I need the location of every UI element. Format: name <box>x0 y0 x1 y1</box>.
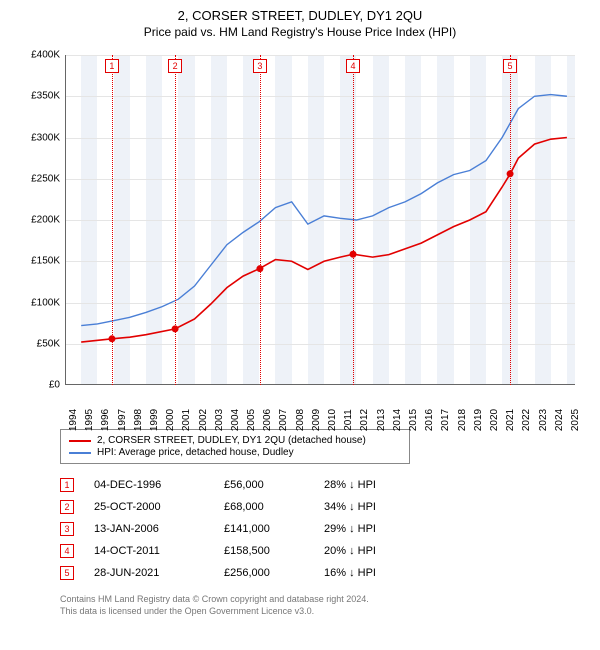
y-axis-label: £50K <box>20 338 60 349</box>
sale-marker-line <box>353 55 354 385</box>
sale-row: 1 04-DEC-1996 £56,000 28% ↓ HPI <box>60 474 590 496</box>
x-axis-label: 2002 <box>198 409 209 431</box>
x-axis-label: 2006 <box>262 409 273 431</box>
legend-item: 2, CORSER STREET, DUDLEY, DY1 2QU (detac… <box>69 435 401 446</box>
x-axis-label: 2003 <box>214 409 225 431</box>
legend-item: HPI: Average price, detached house, Dudl… <box>69 447 401 458</box>
sale-row: 3 13-JAN-2006 £141,000 29% ↓ HPI <box>60 518 590 540</box>
sale-diff: 28% ↓ HPI <box>324 479 404 491</box>
sale-number-box: 4 <box>60 544 74 558</box>
legend-label: 2, CORSER STREET, DUDLEY, DY1 2QU (detac… <box>97 435 366 446</box>
x-axis-label: 2015 <box>408 409 419 431</box>
sale-date: 25-OCT-2000 <box>94 501 204 513</box>
sale-marker-box: 2 <box>168 59 182 73</box>
x-axis-label: 2005 <box>246 409 257 431</box>
x-axis-label: 2019 <box>473 409 484 431</box>
sale-marker-line <box>175 55 176 385</box>
sale-diff: 16% ↓ HPI <box>324 567 404 579</box>
chart-subtitle: Price paid vs. HM Land Registry's House … <box>10 25 590 39</box>
x-axis-label: 2021 <box>505 409 516 431</box>
y-axis-label: £300K <box>20 132 60 143</box>
sale-marker-line <box>510 55 511 385</box>
x-axis-label: 2024 <box>554 409 565 431</box>
sale-diff: 34% ↓ HPI <box>324 501 404 513</box>
sale-price: £158,500 <box>224 545 304 557</box>
sale-row: 2 25-OCT-2000 £68,000 34% ↓ HPI <box>60 496 590 518</box>
sale-marker-line <box>260 55 261 385</box>
sale-marker-box: 4 <box>346 59 360 73</box>
x-axis-label: 2013 <box>376 409 387 431</box>
chart-lines <box>65 55 575 385</box>
x-axis-label: 2010 <box>327 409 338 431</box>
x-axis-label: 2017 <box>440 409 451 431</box>
x-axis-label: 2022 <box>521 409 532 431</box>
sale-date: 04-DEC-1996 <box>94 479 204 491</box>
x-axis-label: 1997 <box>117 409 128 431</box>
sale-marker-box: 3 <box>253 59 267 73</box>
sale-price: £68,000 <box>224 501 304 513</box>
sale-number-box: 3 <box>60 522 74 536</box>
legend-swatch <box>69 440 91 442</box>
series-hpi <box>81 95 567 326</box>
x-axis-label: 2020 <box>489 409 500 431</box>
x-axis-label: 2008 <box>295 409 306 431</box>
chart-title: 2, CORSER STREET, DUDLEY, DY1 2QU <box>10 8 590 23</box>
sale-number-box: 5 <box>60 566 74 580</box>
x-axis-label: 2000 <box>165 409 176 431</box>
x-axis-label: 2023 <box>538 409 549 431</box>
page-container: 2, CORSER STREET, DUDLEY, DY1 2QU Price … <box>0 0 600 650</box>
x-axis-label: 2004 <box>230 409 241 431</box>
sale-date: 13-JAN-2006 <box>94 523 204 535</box>
x-axis-label: 2009 <box>311 409 322 431</box>
sale-row: 4 14-OCT-2011 £158,500 20% ↓ HPI <box>60 540 590 562</box>
footnote: Contains HM Land Registry data © Crown c… <box>60 594 590 617</box>
sale-price: £256,000 <box>224 567 304 579</box>
sale-diff: 29% ↓ HPI <box>324 523 404 535</box>
legend-label: HPI: Average price, detached house, Dudl… <box>97 447 294 458</box>
legend-swatch <box>69 452 91 454</box>
x-axis-label: 1994 <box>68 409 79 431</box>
sale-price: £141,000 <box>224 523 304 535</box>
x-axis-label: 2014 <box>392 409 403 431</box>
x-axis-label: 1996 <box>100 409 111 431</box>
x-axis-label: 2016 <box>424 409 435 431</box>
sale-diff: 20% ↓ HPI <box>324 545 404 557</box>
y-axis-label: £400K <box>20 50 60 61</box>
x-axis-label: 2007 <box>278 409 289 431</box>
x-axis-label: 2011 <box>343 409 354 431</box>
y-axis-label: £200K <box>20 215 60 226</box>
sale-marker-line <box>112 55 113 385</box>
sale-date: 14-OCT-2011 <box>94 545 204 557</box>
sale-number-box: 2 <box>60 500 74 514</box>
sale-date: 28-JUN-2021 <box>94 567 204 579</box>
chart-area: £0£50K£100K£150K£200K£250K£300K£350K£400… <box>25 45 580 425</box>
y-axis-label: £250K <box>20 173 60 184</box>
y-axis-label: £150K <box>20 256 60 267</box>
x-axis-label: 1995 <box>84 409 95 431</box>
x-axis-label: 2018 <box>457 409 468 431</box>
x-axis-label: 2001 <box>181 409 192 431</box>
y-axis-label: £100K <box>20 297 60 308</box>
footnote-line1: Contains HM Land Registry data © Crown c… <box>60 594 590 606</box>
x-axis-label: 2012 <box>359 409 370 431</box>
legend-box: 2, CORSER STREET, DUDLEY, DY1 2QU (detac… <box>60 429 410 464</box>
y-axis-label: £350K <box>20 91 60 102</box>
sale-price: £56,000 <box>224 479 304 491</box>
x-axis-label: 1999 <box>149 409 160 431</box>
sale-row: 5 28-JUN-2021 £256,000 16% ↓ HPI <box>60 562 590 584</box>
sale-number-box: 1 <box>60 478 74 492</box>
sale-marker-box: 1 <box>105 59 119 73</box>
series-property <box>81 138 567 343</box>
footnote-line2: This data is licensed under the Open Gov… <box>60 606 590 618</box>
sale-marker-box: 5 <box>503 59 517 73</box>
sales-table: 1 04-DEC-1996 £56,000 28% ↓ HPI 2 25-OCT-2000… <box>60 474 590 584</box>
x-axis-label: 2025 <box>570 409 581 431</box>
x-axis-label: 1998 <box>133 409 144 431</box>
y-axis-label: £0 <box>20 380 60 391</box>
